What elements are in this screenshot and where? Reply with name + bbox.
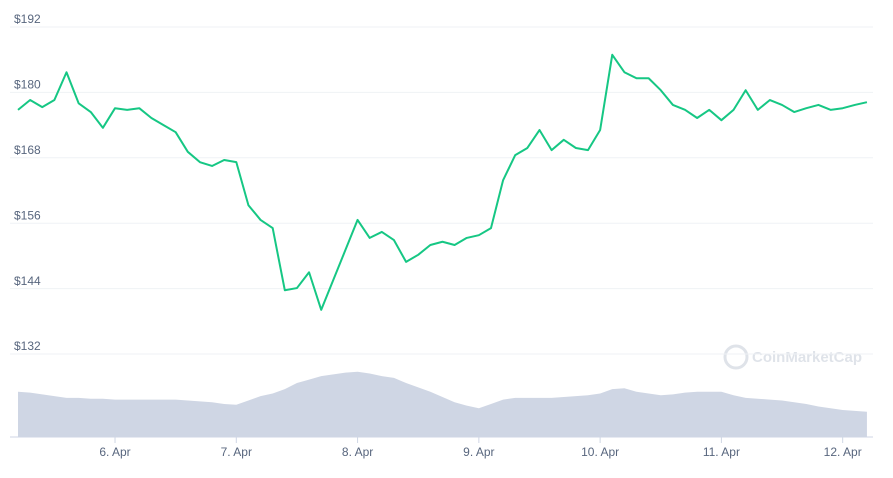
y-tick-label: $156 xyxy=(14,208,41,222)
y-tick-label: $192 xyxy=(14,12,41,26)
volume-area xyxy=(18,371,867,437)
x-tick-label: 9. Apr xyxy=(463,445,494,459)
y-tick-label: $180 xyxy=(14,78,41,92)
x-tick-label: 6. Apr xyxy=(99,445,130,459)
y-tick-label: $168 xyxy=(14,143,41,157)
x-tick-label: 11. Apr xyxy=(703,445,740,459)
x-tick-label: 8. Apr xyxy=(342,445,373,459)
watermark: CoinMarketCap xyxy=(723,344,862,370)
x-tick-label: 12. Apr xyxy=(824,445,862,459)
watermark-text: CoinMarketCap xyxy=(752,349,862,366)
y-tick-label: $144 xyxy=(14,274,41,288)
x-tick-label: 10. Apr xyxy=(581,445,619,459)
x-tick-label: 7. Apr xyxy=(221,445,252,459)
plot: $132 $144 $156 $168 $180 $192 6. Apr 7. Apr 8. A… xyxy=(10,12,873,459)
price-line xyxy=(17,53,868,311)
watermark-icon xyxy=(723,344,749,370)
y-tick-label: $132 xyxy=(14,339,41,353)
